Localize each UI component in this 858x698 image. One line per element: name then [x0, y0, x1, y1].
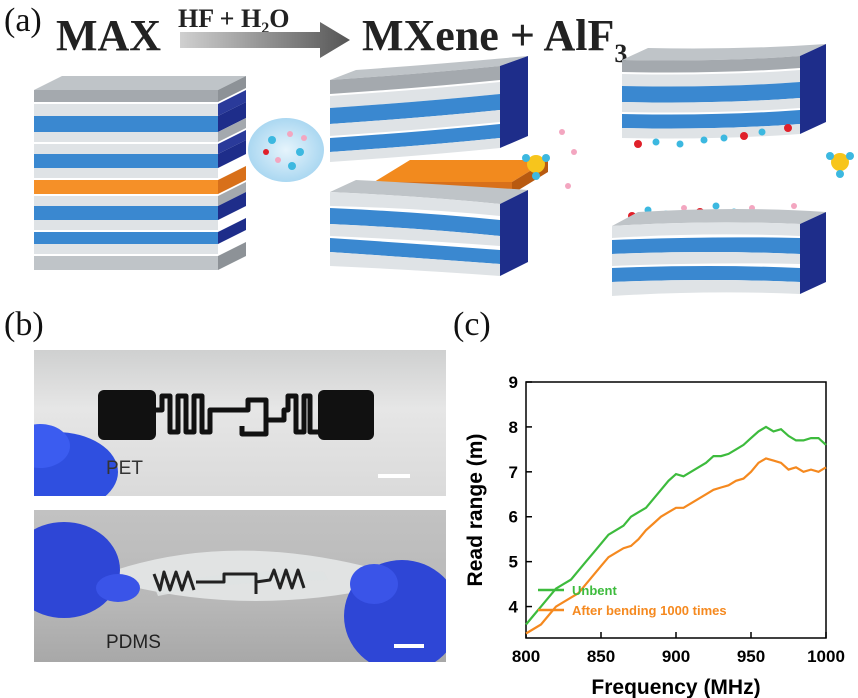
- series-line-after-bending: [525, 457, 827, 635]
- panel-label-a: (a): [4, 2, 42, 39]
- x-tick-label: 900: [662, 647, 690, 666]
- pet-label: PET: [106, 458, 143, 479]
- y-tick-label: 9: [509, 373, 518, 392]
- panel-label-c: (c): [453, 306, 491, 343]
- reaction-arrow: [180, 22, 350, 58]
- y-tick-label: 8: [509, 418, 518, 437]
- legend-label: After bending 1000 times: [572, 603, 727, 618]
- reagent-label: HF + H2O: [178, 4, 289, 38]
- y-axis-label: Read range (m): [464, 434, 487, 587]
- read-range-chart: 800 850 900 950 1000 4 5 6 7 8 9 Frequency (MHz) Rea…: [464, 373, 845, 698]
- mxene-lower-stack: [330, 180, 528, 276]
- product-text: MXene + AlF: [362, 11, 615, 60]
- pet-antenna-photo: PET: [34, 350, 446, 496]
- y-tick-label: 6: [509, 508, 518, 527]
- y-tick-label: 5: [509, 553, 518, 572]
- alf3-molecule: [522, 129, 577, 189]
- free-alf3-molecule: [826, 152, 854, 178]
- reagent-hf: HF + H: [178, 4, 262, 33]
- pdms-antenna-photo: PDMS: [34, 510, 446, 662]
- delaminated-upper-stack: [622, 44, 826, 148]
- max-layer-stack: [34, 76, 246, 270]
- max-title: MAX: [56, 11, 162, 60]
- reagent-o: O: [269, 4, 290, 33]
- reagent-subscript: 2: [261, 20, 270, 37]
- y-tick-label: 4: [509, 598, 519, 617]
- panel-label-b: (b): [4, 306, 44, 343]
- x-tick-label: 950: [737, 647, 765, 666]
- hf-solution-bubble: [248, 118, 324, 182]
- x-axis-label: Frequency (MHz): [591, 676, 760, 698]
- legend-label: Unbent: [572, 583, 617, 598]
- plot-frame: [525, 381, 827, 639]
- product-title: MXene + AlF3: [362, 10, 627, 69]
- delaminated-lower-stack: [612, 202, 826, 296]
- pdms-label: PDMS: [106, 632, 161, 653]
- x-tick-label: 1000: [807, 647, 845, 666]
- mxene-upper-stack: [330, 56, 528, 162]
- y-tick-label: 7: [509, 463, 518, 482]
- x-tick-label: 800: [512, 647, 540, 666]
- synthesis-schematic: [34, 22, 854, 296]
- x-tick-label: 850: [587, 647, 615, 666]
- series-line-unbent: [525, 425, 827, 626]
